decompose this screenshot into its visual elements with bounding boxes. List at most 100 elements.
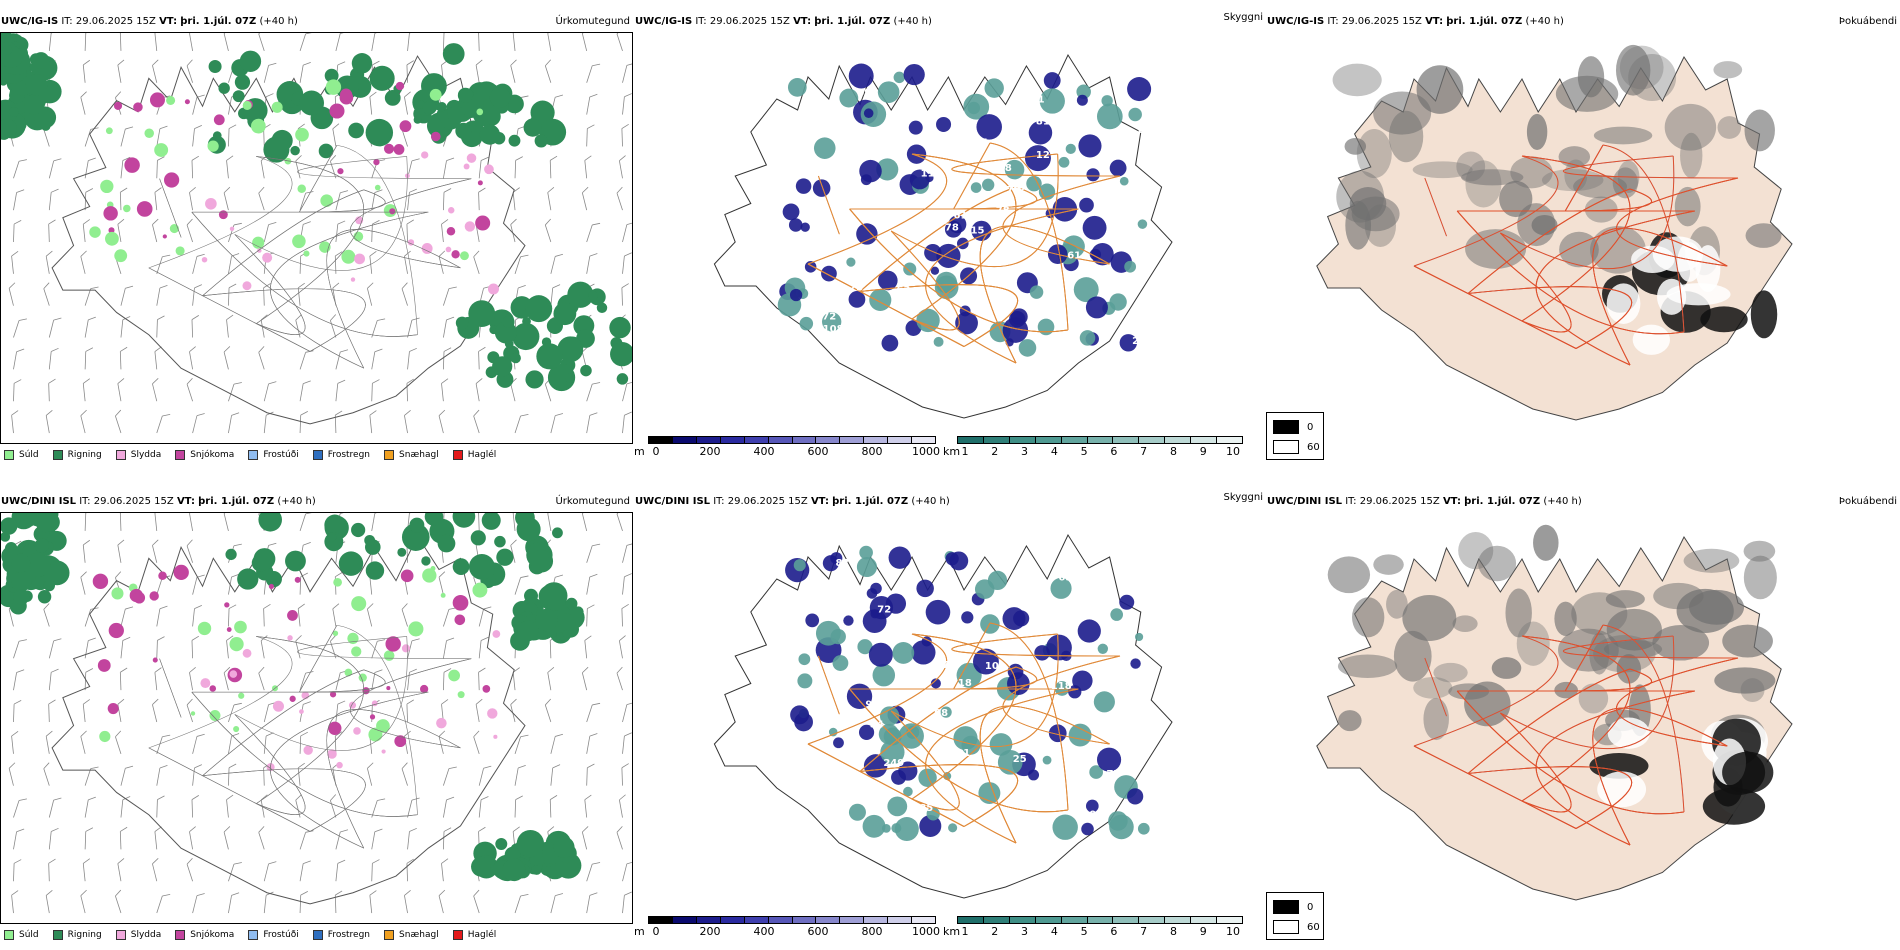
- roads: [807, 622, 1121, 844]
- visibility-colorbar: km 1 2 3 4 5 6 7 8 9 10: [943, 436, 1243, 470]
- precip-panel-bottom: UWC/DINI ISL IT: 29.06.2025 15Z VT: þri.…: [0, 492, 633, 944]
- legend-label: Rigning: [67, 930, 102, 940]
- iceland-outline: [713, 533, 1173, 899]
- colorbar-tick: 9: [1199, 445, 1207, 458]
- colorbar-tick: 5: [1080, 445, 1088, 458]
- fog-legend-row: 0: [1273, 900, 1313, 914]
- legend-swatch: [452, 930, 463, 940]
- fog-map-svg: [1316, 524, 1793, 901]
- fog-map-svg: [1316, 44, 1793, 421]
- legend-swatch: [4, 930, 14, 940]
- colorbar-tick: 8: [1169, 925, 1177, 938]
- cloud-base-colorbar: m 0 200 400 600 800 1000: [634, 436, 940, 470]
- precip-areas: [1, 33, 632, 392]
- panel-header: UWC/DINI ISL IT: 29.06.2025 15Z VT: þri.…: [1266, 492, 1900, 512]
- iceland-outline: [713, 53, 1173, 419]
- cloud-base-label: 54: [870, 719, 884, 730]
- precip-panel-top: UWC/IG-IS IT: 29.06.2025 15Z VT: þri. 1.…: [0, 12, 633, 464]
- panel-title: UWC/DINI ISL IT: 29.06.2025 15Z VT: þri.…: [1267, 496, 1582, 507]
- cloud-base-label: 22: [1132, 336, 1146, 347]
- colorbar-unit: km: [943, 445, 961, 458]
- colorbar-tick: 400: [753, 445, 775, 458]
- iceland-outline: [51, 55, 526, 425]
- precip-areas: [1, 513, 585, 882]
- cloud-base-label: 310: [880, 313, 901, 324]
- colorbar-tick: 1000: [912, 925, 940, 938]
- precip-map-svg: [1, 513, 632, 914]
- cloud-base-label: 25: [836, 771, 850, 782]
- legend-label: Frostúði: [263, 450, 299, 460]
- colorbar-tick: 1000: [912, 445, 940, 458]
- cloud-base-label: 10: [985, 661, 999, 672]
- panel-title: UWC/DINI ISL IT: 29.06.2025 15Z VT: þri.…: [1, 496, 316, 507]
- legend-item: Rigning: [52, 450, 102, 460]
- colorbar-tick: 6: [1110, 445, 1118, 458]
- cloud-base-label: 502: [961, 704, 982, 715]
- panel-title: UWC/IG-IS IT: 29.06.2025 15Z VT: þri. 1.…: [1, 16, 298, 27]
- cloud-base-label: 95: [1102, 731, 1116, 742]
- cloud-base-label: 72: [877, 605, 891, 616]
- legend-label: Frostregn: [327, 450, 371, 460]
- cloud-base-label: 37: [935, 660, 949, 671]
- cloud-base-label: 76: [1116, 714, 1130, 725]
- colorbar-tick: 0: [652, 445, 660, 458]
- legend-item: Snjókoma: [175, 930, 234, 940]
- cloud-base-label: 21: [956, 748, 970, 759]
- legend-swatch: [452, 450, 463, 460]
- colorbar-tick: 200: [699, 925, 721, 938]
- colorbar-tick: 600: [807, 445, 829, 458]
- fog-panel-top: UWC/IG-IS IT: 29.06.2025 15Z VT: þri. 1.…: [1266, 12, 1900, 464]
- legend-item: Snjókoma: [175, 450, 234, 460]
- colorbar-tick: 4: [1050, 445, 1058, 458]
- cloud-base-label: 93: [865, 700, 879, 711]
- panel-title: UWC/DINI ISL IT: 29.06.2025 15Z VT: þri.…: [635, 496, 950, 507]
- panel-name: Þokuábendi: [1838, 496, 1897, 507]
- colorbar-tick: 800: [861, 445, 883, 458]
- colorbar-tick: 3: [1021, 925, 1029, 938]
- roads: [148, 624, 472, 849]
- roads: [1413, 144, 1739, 366]
- cloud-base-label: 12: [1036, 150, 1050, 161]
- visibility-map: 15 14 61 72 70 63 11 57 81 78 89 22 91 85 78 12 82 75 108 7…: [634, 32, 1266, 432]
- precip-legend: Súld Rigning Slydda Snjókoma Frostúði Frostre…: [4, 447, 510, 463]
- colorbar-tick: 4: [1050, 925, 1058, 938]
- fog-legend-label: 60: [1307, 441, 1320, 453]
- colorbar-tick: 1: [961, 445, 969, 458]
- cloud-base-label: 65: [1058, 573, 1072, 584]
- legend-item: Slydda: [115, 450, 161, 460]
- legend-label: Snæhagl: [399, 450, 439, 460]
- visibility-colorbar: km 1 2 3 4 5 6 7 8 9 10: [943, 916, 1243, 950]
- cloud-base-label: 77: [1106, 769, 1120, 780]
- cloud-base-label: 108: [991, 163, 1012, 174]
- legend-item: Haglél: [452, 930, 496, 940]
- fog-legend-row: 0: [1273, 420, 1313, 434]
- fog-legend-swatch: [1273, 920, 1299, 934]
- precip-map: [0, 512, 633, 924]
- colorbar-tick: 10: [1226, 925, 1240, 938]
- legend-label: Haglél: [467, 450, 497, 460]
- fog-legend-label: 0: [1307, 421, 1314, 433]
- legend-item: Haglél: [452, 450, 497, 460]
- fog-panel-bottom: UWC/DINI ISL IT: 29.06.2025 15Z VT: þri.…: [1266, 492, 1900, 944]
- panel-name: Skyggni: [1223, 12, 1263, 23]
- panel-name: Úrkomutegund: [555, 496, 630, 507]
- panel-name: Úrkomutegund: [555, 16, 630, 27]
- colorbar-unit: km: [943, 925, 961, 938]
- colorbar-unit: m: [634, 925, 645, 938]
- legend-label: Frostúði: [263, 930, 299, 940]
- colorbar-tick: 3: [1021, 445, 1029, 458]
- fog-legend-label: 60: [1307, 921, 1320, 933]
- legend-item: Súld: [4, 930, 39, 940]
- colorbar-tick: 1: [961, 925, 969, 938]
- cloud-base-label: 46: [1011, 182, 1025, 193]
- precip-legend: Súld Rigning Slydda Snjókoma Frostúði Frostre…: [4, 927, 510, 943]
- cloud-base-label: 25: [1013, 754, 1027, 765]
- colorbar-tick: 2: [991, 445, 999, 458]
- legend-swatch: [312, 450, 323, 460]
- cloud-base-label: 117: [921, 169, 942, 180]
- legend-item: Slydda: [115, 930, 161, 940]
- cloud-base-label: 91: [837, 194, 851, 205]
- fog-legend: 0 60: [1266, 892, 1324, 940]
- legend-swatch: [4, 450, 14, 460]
- fog-legend-swatch: [1273, 440, 1299, 454]
